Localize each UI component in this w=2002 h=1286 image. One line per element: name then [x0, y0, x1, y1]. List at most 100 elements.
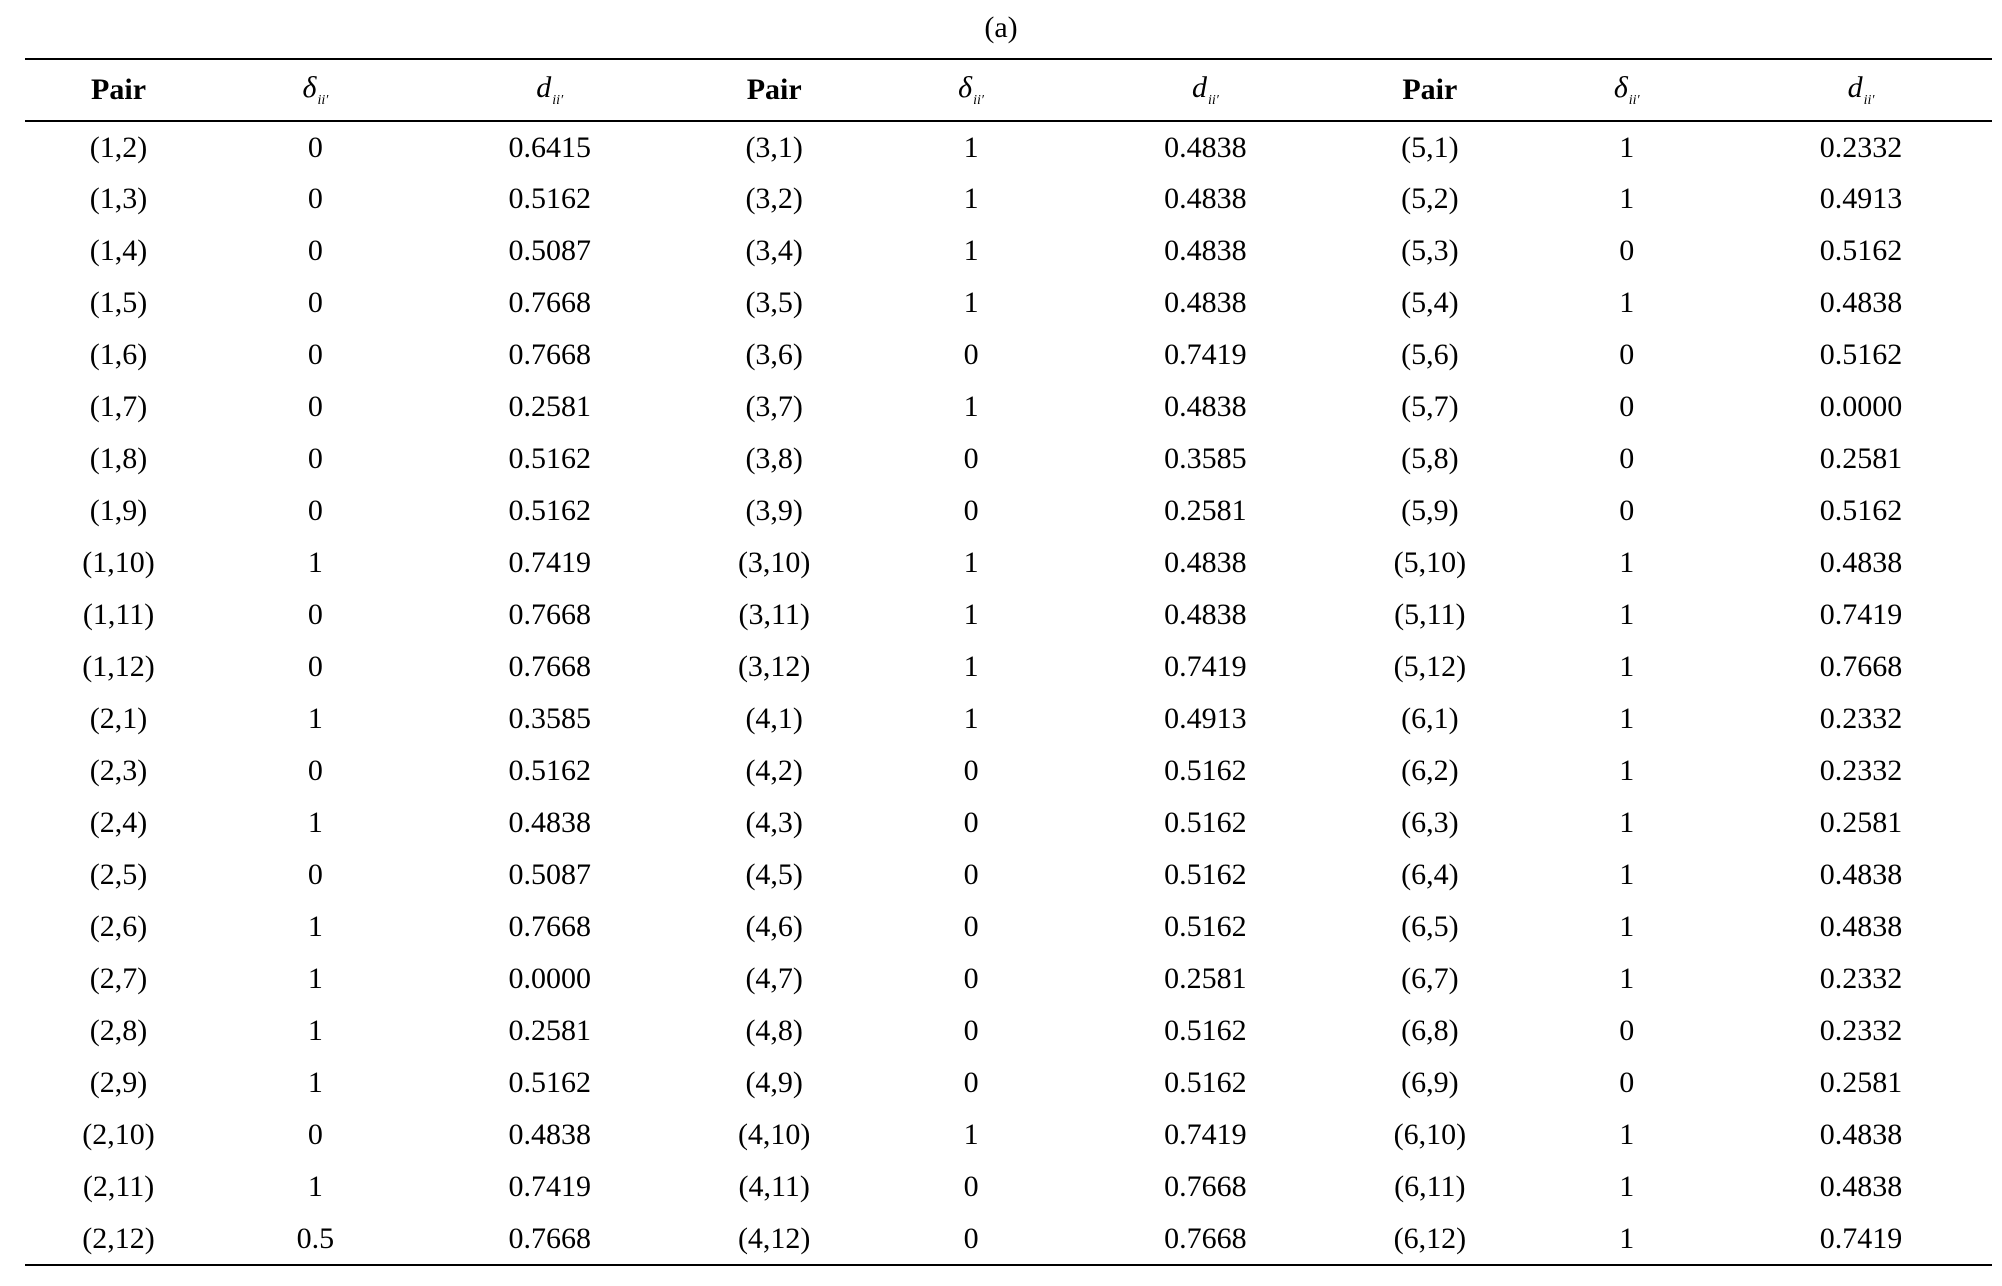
delta-cell: 0 [963, 1014, 979, 1047]
delta-cell: 0 [307, 286, 323, 319]
delta-cell: 0 [1619, 1066, 1635, 1099]
delta-cell: 1 [963, 546, 979, 579]
pair-cell: (6,5) [1401, 910, 1459, 943]
pair-cell: (5,8) [1401, 442, 1459, 475]
distance-cell: 0.4838 [1164, 546, 1247, 579]
distance-cell: 0.2332 [1819, 702, 1903, 735]
delta-cell: 1 [963, 234, 979, 267]
pair-cell: (6,3) [1401, 806, 1459, 839]
distance-cell: 0.2581 [1819, 1066, 1903, 1099]
table-row: (1,6) 0 0.7668 (3,6) 0 0.7419 (5,6) 0 0.5162 [25, 329, 1992, 381]
delta-cell: 0 [963, 442, 979, 475]
table-row: (1,2) 0 0.6415 (3,1) 1 0.4838 (5,1) 1 0.2332 [25, 121, 1992, 173]
table-row: (2,9) 1 0.5162 (4,9) 0 0.5162 (6,9) 0 0.2581 [25, 1057, 1992, 1109]
pair-cell: (5,6) [1401, 338, 1459, 371]
pair-cell: (3,7) [745, 390, 803, 423]
delta-cell: 0 [307, 390, 323, 423]
pair-cell: (1,8) [89, 442, 148, 475]
pair-cell: (1,10) [82, 546, 155, 579]
distance-cell: 0.5162 [508, 182, 591, 215]
delta-cell: 1 [1619, 130, 1635, 164]
distance-cell: 0.5162 [508, 442, 591, 475]
distance-cell: 0.4838 [1164, 234, 1247, 267]
pair-cell: (1,7) [89, 390, 148, 423]
distance-cell: 0.7668 [418, 1213, 681, 1266]
distance-cell: 0.4913 [1819, 182, 1903, 215]
pair-cell: (4,12) [680, 1213, 868, 1266]
delta-cell: 0.5 [212, 1213, 419, 1266]
delta-cell: 1 [307, 910, 323, 943]
distance-cell: 0.7419 [1164, 1118, 1247, 1151]
pair-cell: (4,11) [738, 1170, 810, 1203]
pair-cell: (2,7) [89, 962, 148, 995]
pair-cell: (5,10) [1393, 546, 1467, 579]
delta-cell: 0 [963, 962, 979, 995]
pair-cell: (4,2) [745, 754, 803, 787]
header-pair: Pair [1336, 58, 1524, 122]
distance-cell: 0.0000 [508, 962, 591, 995]
pair-cell: (6,8) [1401, 1014, 1459, 1047]
pair-cell: (3,2) [745, 182, 803, 215]
distance-cell: 0.7668 [1164, 1170, 1247, 1203]
pair-cell: (1,11) [82, 598, 155, 631]
distance-cell: 0.4838 [508, 806, 591, 839]
header-pair: Pair [680, 58, 868, 122]
header-d: dii′ [1074, 58, 1337, 122]
distance-cell: 0.5087 [508, 858, 591, 891]
delta-cell: 0 [963, 338, 979, 371]
delta-cell: 0 [1619, 338, 1635, 371]
distance-cell: 0.7419 [1164, 650, 1247, 683]
distance-cell: 0.7668 [508, 650, 591, 683]
distance-cell: 0.4838 [1164, 598, 1247, 631]
delta-cell: 0 [307, 598, 323, 631]
delta-cell: 0 [963, 910, 979, 943]
delta-cell: 0 [963, 806, 979, 839]
delta-cell: 0 [1619, 442, 1635, 475]
pair-cell: (5,9) [1401, 494, 1459, 527]
pair-cell: (5,2) [1401, 182, 1459, 215]
delta-cell: 1 [1619, 754, 1635, 787]
delta-cell: 0 [307, 130, 323, 164]
pair-cell: (1,5) [89, 286, 148, 319]
distance-cell: 0.7668 [508, 598, 591, 631]
distance-cell: 0.4838 [1164, 390, 1247, 423]
distance-cell: 0.2581 [1164, 494, 1247, 527]
distance-cell: 0.6415 [508, 130, 591, 164]
pair-cell: (6,4) [1401, 858, 1459, 891]
distance-cell: 0.3585 [508, 702, 591, 735]
delta-cell: 0 [1619, 390, 1635, 423]
distance-cell: 0.0000 [1819, 390, 1903, 423]
pair-cell: (2,3) [89, 754, 148, 787]
delta-cell: 0 [963, 858, 979, 891]
delta-cell: 1 [963, 1118, 979, 1151]
delta-cell: 1 [307, 1014, 323, 1047]
delta-cell: 1 [1619, 546, 1635, 579]
pair-cell: (2,10) [82, 1118, 155, 1151]
header-delta: δii′ [867, 58, 1075, 122]
distance-cell: 0.2332 [1819, 962, 1903, 995]
table-row: (1,9) 0 0.5162 (3,9) 0 0.2581 (5,9) 0 0.5162 [25, 485, 1992, 537]
delta-cell: 1 [1619, 962, 1635, 995]
delta-cell: 1 [963, 130, 979, 164]
pair-cell: (4,5) [745, 858, 803, 891]
distance-cell: 0.3585 [1164, 442, 1247, 475]
distance-cell: 0.5162 [508, 494, 591, 527]
pair-cell: (6,10) [1393, 1118, 1467, 1151]
pair-cell: (6,9) [1401, 1066, 1459, 1099]
table-row: (2,1) 1 0.3585 (4,1) 1 0.4913 (6,1) 1 0.2332 [25, 693, 1992, 745]
pair-cell: (1,3) [89, 182, 148, 215]
distance-cell: 0.7419 [1730, 1213, 1992, 1266]
delta-cell: 1 [963, 182, 979, 215]
pair-cell: (1,2) [89, 130, 148, 164]
delta-cell: 1 [963, 286, 979, 319]
pair-cell: (3,12) [737, 650, 811, 683]
pair-cell: (3,6) [745, 338, 803, 371]
pair-cell: (6,1) [1401, 702, 1459, 735]
distance-cell: 0.5162 [508, 1066, 591, 1099]
distance-cell: 0.4838 [1819, 546, 1903, 579]
pair-cell: (5,11) [1394, 598, 1466, 631]
table-row: (2,4) 1 0.4838 (4,3) 0 0.5162 (6,3) 1 0.2581 [25, 797, 1992, 849]
distance-cell: 0.4838 [508, 1118, 591, 1151]
delta-cell: 0 [307, 182, 323, 215]
delta-cell: 1 [963, 650, 979, 683]
